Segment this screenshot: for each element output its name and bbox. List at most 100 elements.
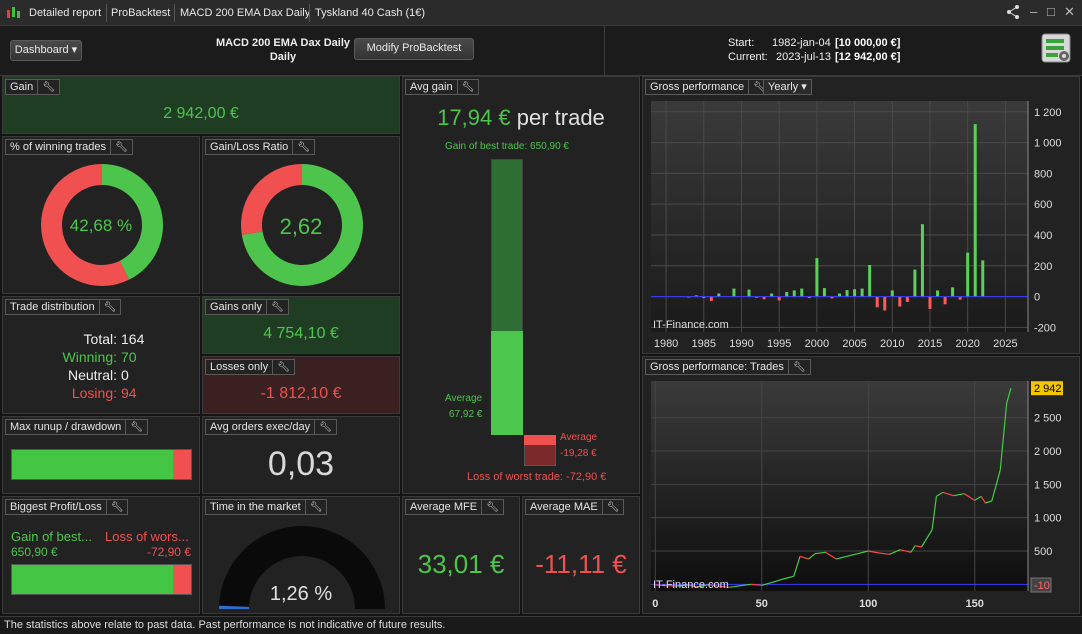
avg-orders-title[interactable]: Avg orders exec/day 🔧︎ xyxy=(205,419,337,435)
max-runup-panel: Max runup / drawdown 🔧︎ xyxy=(2,416,200,494)
time-in-market-title[interactable]: Time in the market 🔧︎ xyxy=(205,499,328,515)
gains-only-panel: Gains only 🔧︎ 4 754,10 € xyxy=(202,296,400,354)
avg-mae-title-label: Average MAE xyxy=(530,501,598,513)
y-tick-label: 800 xyxy=(1034,168,1052,180)
timeframe: Daily xyxy=(269,51,297,63)
start-label: Start: xyxy=(728,37,755,49)
worst-trade-text: Loss of worst trade: -72,90 € xyxy=(467,471,607,483)
modify-probacktest-button[interactable]: Modify ProBacktest xyxy=(354,38,474,60)
avg-orders-title-label: Avg orders exec/day xyxy=(210,421,311,433)
gross-trades-title[interactable]: Gross performance: Trades 🔧︎ xyxy=(645,359,811,375)
system-name: MACD 200 EMA Dax Daily xyxy=(215,37,351,49)
line-segment xyxy=(995,469,1001,486)
report-header: Dashboard ▾ MACD 200 EMA Dax Daily Daily… xyxy=(0,26,1082,76)
trade-distribution-panel: Trade distribution 🔧︎ Total: Winning: Neu… xyxy=(2,296,200,414)
gain-loss-red-segment xyxy=(241,164,302,235)
wrench-icon[interactable]: 🔧︎ xyxy=(748,80,766,95)
x-tick-label: 2010 xyxy=(880,338,904,350)
line-segment xyxy=(914,545,922,548)
bar xyxy=(702,296,706,299)
line-segment xyxy=(799,555,809,560)
gauge-track xyxy=(219,526,385,609)
winning-trades-title[interactable]: % of winning trades 🔧︎ xyxy=(5,139,133,155)
line-segment xyxy=(900,549,911,553)
losses-only-value: -1 812,10 € xyxy=(260,385,342,402)
line-segment xyxy=(999,402,1008,470)
y-tick-label: 1 000 xyxy=(1034,513,1062,525)
tab-instrument[interactable]: Tyskland 40 Cash (1€) xyxy=(315,7,426,19)
tab-detailed-report[interactable]: Detailed report xyxy=(29,7,102,19)
bar xyxy=(785,291,789,297)
wrench-icon[interactable]: 🔧︎ xyxy=(272,360,290,375)
losses-only-title[interactable]: Losses only 🔧︎ xyxy=(205,359,295,375)
minimize-icon[interactable]: – xyxy=(1030,4,1038,19)
trade-distribution-title[interactable]: Trade distribution 🔧︎ xyxy=(5,299,122,315)
avg-gain-title[interactable]: Avg gain 🔧︎ xyxy=(405,79,480,95)
x-tick-label: 100 xyxy=(859,598,877,610)
last-value-label: 2 942 xyxy=(1034,383,1062,395)
wrench-icon[interactable]: 🔧︎ xyxy=(105,500,123,515)
dashboard-dropdown[interactable]: Dashboard ▾ xyxy=(10,40,82,61)
gross-yearly-title[interactable]: Gross performance 🔧︎ xyxy=(645,79,771,95)
bar xyxy=(913,269,917,297)
bar xyxy=(762,296,766,300)
wrench-icon[interactable]: 🔧︎ xyxy=(304,500,322,515)
gross-trades-title-label: Gross performance: Trades xyxy=(650,361,784,373)
wrench-icon[interactable]: 🔧︎ xyxy=(601,500,619,515)
avg-win-value: 67,92 € xyxy=(449,409,483,420)
wrench-icon[interactable]: 🔧︎ xyxy=(481,500,499,515)
wrench-icon[interactable]: 🔧︎ xyxy=(292,140,310,155)
plot-area xyxy=(651,101,1028,332)
avg-mae-title[interactable]: Average MAE 🔧︎ xyxy=(525,499,625,515)
bar xyxy=(860,288,864,297)
avg-mae-panel: Average MAE 🔧︎ -11,11 € xyxy=(522,496,640,614)
line-segment xyxy=(808,553,816,560)
x-tick-label: 1995 xyxy=(767,338,791,350)
close-icon[interactable]: ✕ xyxy=(1064,4,1075,19)
title-bar: Detailed report ProBacktest MACD 200 EMA… xyxy=(0,0,1082,26)
bar xyxy=(807,296,811,299)
wrench-icon[interactable]: 🔧︎ xyxy=(37,80,55,95)
tab-system-name[interactable]: MACD 200 EMA Dax Daily xyxy=(180,7,311,19)
wrench-icon[interactable]: 🔧︎ xyxy=(456,80,474,95)
maximize-icon[interactable]: □ xyxy=(1047,4,1055,19)
tab-probacktest[interactable]: ProBacktest xyxy=(111,7,171,19)
share-icon[interactable] xyxy=(1005,4,1021,23)
period-dropdown[interactable]: Yearly ▾ xyxy=(763,79,812,95)
wrench-icon[interactable]: 🔧︎ xyxy=(787,360,806,375)
winning-donut xyxy=(40,164,163,286)
biggest-profit-loss-panel: Biggest Profit/Loss 🔧︎ Gain of best... Lo… xyxy=(2,496,200,614)
line-segment xyxy=(814,551,826,555)
x-tick-label: 2015 xyxy=(918,338,942,350)
profit-bar-fill xyxy=(12,565,174,594)
line-segment xyxy=(697,584,709,588)
gains-only-title[interactable]: Gains only 🔧︎ xyxy=(205,299,289,315)
gain-title[interactable]: Gain 🔧︎ xyxy=(5,79,60,95)
avg-mfe-title[interactable]: Average MFE 🔧︎ xyxy=(405,499,504,515)
time-in-market-panel: Time in the market 🔧︎ 1,26 % xyxy=(202,496,400,614)
y-tick-label: 1 200 xyxy=(1034,107,1062,119)
x-tick-label: 1990 xyxy=(729,338,753,350)
bar xyxy=(687,296,691,298)
max-runup-title[interactable]: Max runup / drawdown 🔧︎ xyxy=(5,419,148,435)
winning-label: Winning: xyxy=(62,349,117,365)
y-tick-label: 600 xyxy=(1034,199,1052,211)
wrench-icon[interactable]: 🔧︎ xyxy=(314,420,332,435)
gain-loss-ratio-title[interactable]: Gain/Loss Ratio 🔧︎ xyxy=(205,139,315,155)
wrench-icon[interactable]: 🔧︎ xyxy=(125,420,143,435)
wrench-icon[interactable]: 🔧︎ xyxy=(265,300,284,315)
report-settings-icon[interactable] xyxy=(1040,32,1072,64)
line-segment xyxy=(942,491,954,497)
biggest-profit-loss-title[interactable]: Biggest Profit/Loss 🔧︎ xyxy=(5,499,129,515)
line-segment xyxy=(719,585,730,588)
wrench-icon[interactable]: 🔧︎ xyxy=(110,140,128,155)
x-tick-label: 2025 xyxy=(993,338,1017,350)
bar xyxy=(936,290,940,297)
best-trade-label: Gain of best... xyxy=(11,529,92,544)
x-tick-label: 2005 xyxy=(842,338,866,350)
x-tick-label: 2020 xyxy=(955,338,979,350)
current-date: 2023-jul-13 xyxy=(776,51,832,63)
wrench-icon[interactable]: 🔧︎ xyxy=(98,300,116,315)
line-segment xyxy=(772,578,784,583)
